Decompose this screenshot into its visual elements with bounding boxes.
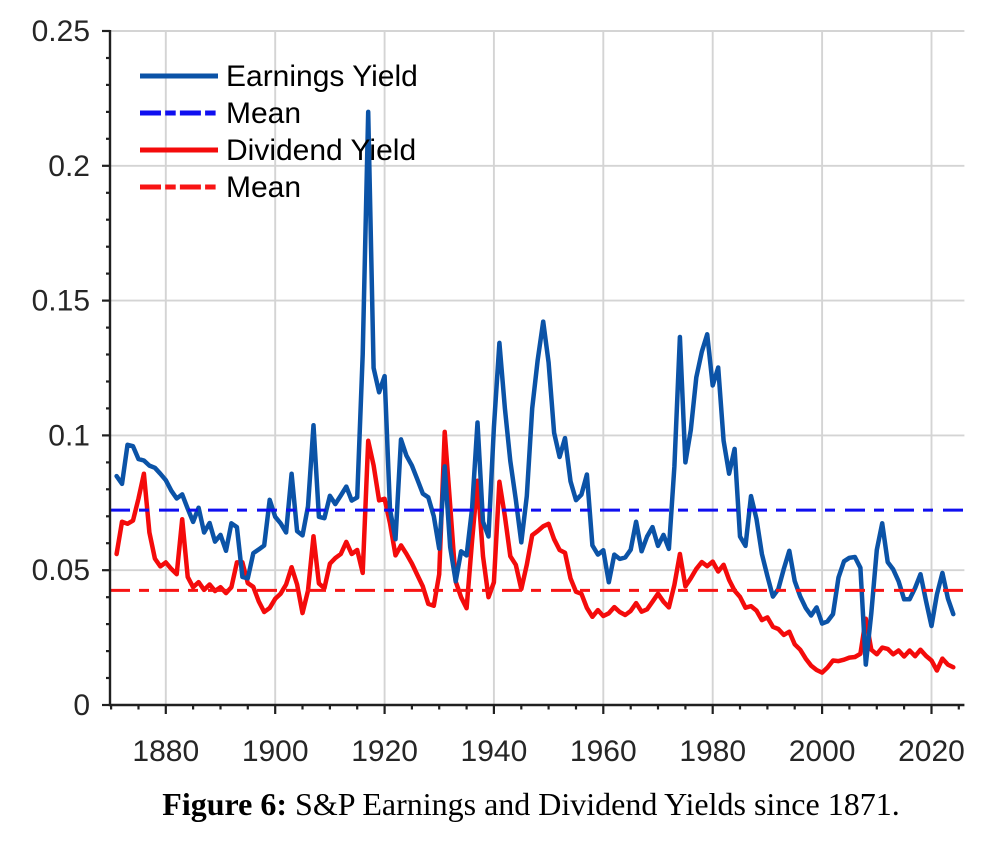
svg-text:Mean: Mean bbox=[226, 171, 301, 204]
svg-text:1940: 1940 bbox=[461, 735, 528, 768]
svg-text:0.25: 0.25 bbox=[32, 15, 90, 48]
svg-text:0: 0 bbox=[73, 689, 90, 722]
svg-text:2020: 2020 bbox=[898, 735, 965, 768]
svg-text:Earnings Yield: Earnings Yield bbox=[226, 60, 418, 93]
svg-text:1960: 1960 bbox=[570, 735, 637, 768]
svg-text:1880: 1880 bbox=[132, 735, 199, 768]
svg-text:1920: 1920 bbox=[351, 735, 418, 768]
svg-text:0.1: 0.1 bbox=[48, 419, 90, 452]
svg-text:0.05: 0.05 bbox=[32, 554, 90, 587]
svg-text:0.2: 0.2 bbox=[48, 150, 90, 183]
svg-text:2000: 2000 bbox=[789, 735, 856, 768]
svg-text:Dividend Yield: Dividend Yield bbox=[226, 134, 416, 167]
svg-text:1980: 1980 bbox=[679, 735, 746, 768]
svg-text:Figure 6: S&P Earnings and Div: Figure 6: S&P Earnings and Dividend Yiel… bbox=[162, 786, 899, 822]
svg-text:0.15: 0.15 bbox=[32, 285, 90, 318]
svg-text:1900: 1900 bbox=[242, 735, 309, 768]
svg-text:Mean: Mean bbox=[226, 97, 301, 130]
